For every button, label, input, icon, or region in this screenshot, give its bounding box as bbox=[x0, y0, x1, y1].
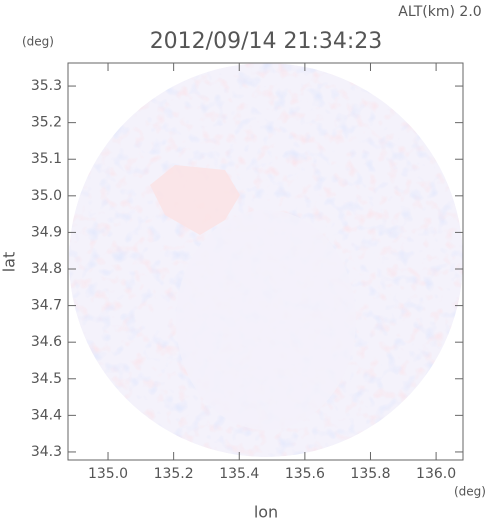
x-tick-label: 135.0 bbox=[88, 466, 128, 482]
y-tick-label: 34.4 bbox=[31, 407, 62, 423]
y-unit: (deg) bbox=[22, 35, 54, 49]
y-tick-label: 35.3 bbox=[31, 78, 62, 94]
x-tick-label: 135.4 bbox=[219, 466, 259, 482]
y-tick-label: 34.7 bbox=[31, 298, 62, 314]
x-tick-label: 135.6 bbox=[285, 466, 325, 482]
chart-title: 2012/09/14 21:34:23 bbox=[150, 29, 383, 54]
x-tick-label: 135.2 bbox=[154, 466, 194, 482]
y-tick-label: 34.8 bbox=[31, 261, 62, 277]
x-unit: (deg) bbox=[454, 485, 486, 499]
x-axis-label: lon bbox=[254, 503, 278, 521]
y-tick-label: 35.2 bbox=[31, 115, 62, 131]
plot-frame bbox=[67, 62, 464, 461]
y-tick-label: 35.0 bbox=[31, 188, 62, 204]
y-tick-label: 34.6 bbox=[31, 334, 62, 350]
x-tick-label: 136.0 bbox=[416, 466, 456, 482]
y-tick-label: 34.5 bbox=[31, 371, 62, 387]
y-tick-label: 34.3 bbox=[31, 444, 62, 460]
radar-field bbox=[69, 63, 463, 457]
subtitle: ALT(km) 2.0 bbox=[398, 4, 481, 20]
x-tick-label: 135.8 bbox=[350, 466, 390, 482]
y-tick-label: 34.9 bbox=[31, 224, 62, 240]
y-axis-label: lat bbox=[0, 252, 19, 273]
y-tick-label: 35.1 bbox=[31, 151, 62, 167]
